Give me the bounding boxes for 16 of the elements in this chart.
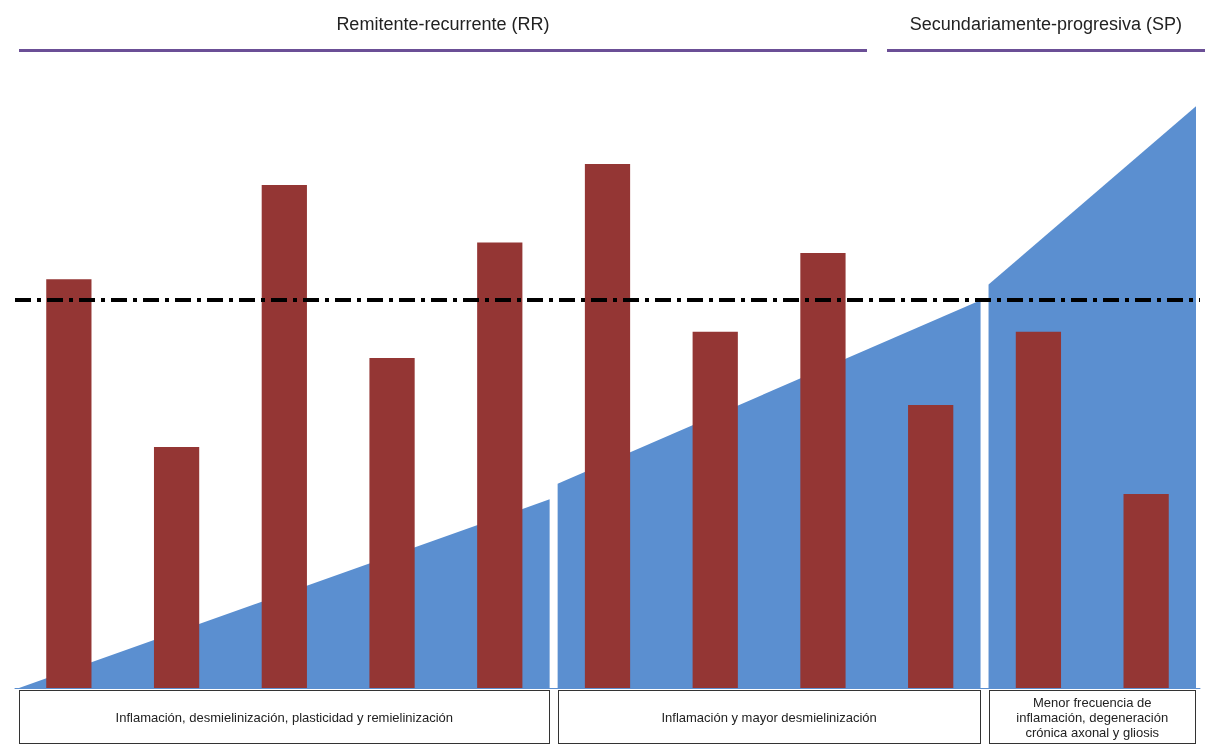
bar [692, 331, 738, 688]
text: Inflamación, desmielinización, plasticidad y remielinización [19, 690, 550, 744]
text: Secundariamente-progresiva (SP) [886, 14, 1205, 52]
bar [584, 164, 631, 688]
bar [153, 446, 200, 688]
bar [46, 279, 92, 688]
bar [261, 184, 307, 688]
bar [908, 405, 954, 688]
text: Inflamación y mayor desmielinización [557, 690, 981, 744]
bar [800, 253, 846, 688]
bar [477, 242, 523, 688]
text: Remitente-recurrente (RR) [19, 14, 867, 52]
text: Menor frecuencia de inflamación, degeneración crónica axonal y gliosis [988, 690, 1196, 744]
bar [1123, 494, 1169, 688]
bar [369, 357, 415, 688]
bar [1015, 331, 1062, 688]
